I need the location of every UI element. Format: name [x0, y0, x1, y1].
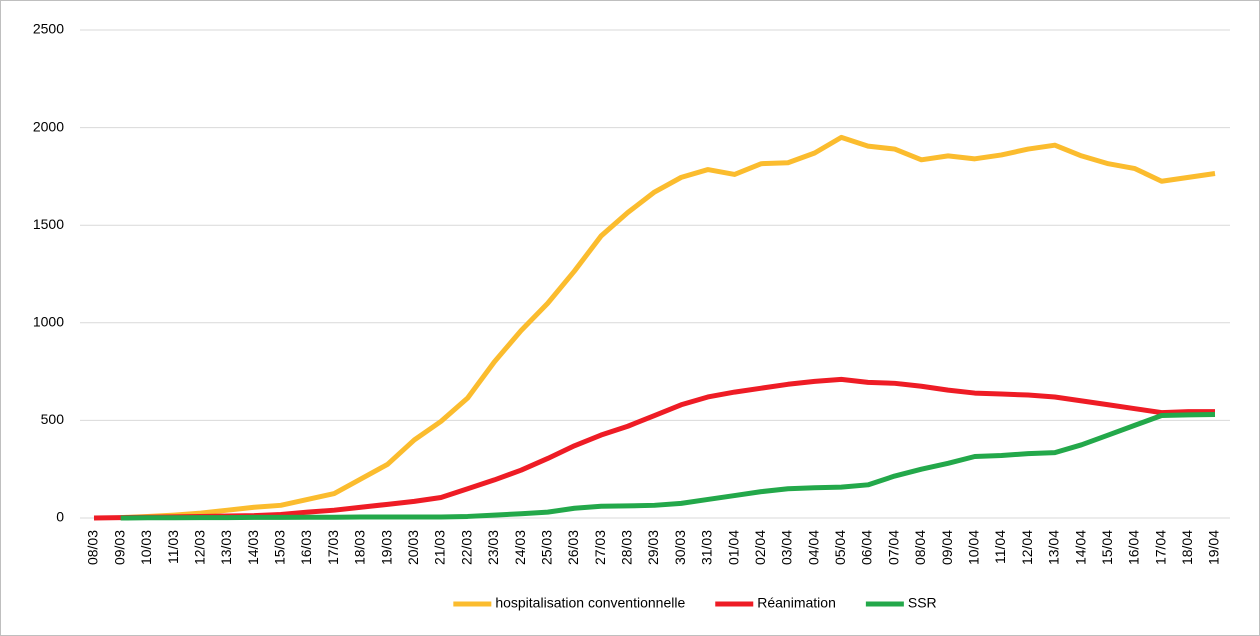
legend-label: SSR [908, 595, 937, 611]
legend-label: hospitalisation conventionnelle [495, 595, 685, 611]
legend-label: Réanimation [757, 595, 836, 611]
x-tick-label: 08/04 [912, 530, 928, 565]
x-tick-label: 19/04 [1206, 530, 1222, 565]
y-tick-label: 2500 [33, 21, 64, 37]
x-tick-label: 18/04 [1179, 530, 1195, 565]
x-tick-label: 09/03 [111, 530, 127, 565]
x-tick-label: 10/03 [138, 530, 154, 565]
x-tick-label: 26/03 [565, 530, 581, 565]
x-tick-label: 17/04 [1152, 530, 1168, 565]
x-tick-label: 16/03 [298, 530, 314, 565]
x-tick-label: 20/03 [405, 530, 421, 565]
x-tick-label: 22/03 [458, 530, 474, 565]
x-tick-label: 23/03 [485, 530, 501, 565]
x-tick-label: 13/03 [218, 530, 234, 565]
x-tick-label: 01/04 [725, 530, 741, 565]
x-tick-label: 15/04 [1099, 530, 1115, 565]
x-tick-label: 30/03 [672, 530, 688, 565]
x-tick-label: 09/04 [939, 530, 955, 565]
x-tick-label: 10/04 [965, 530, 981, 565]
x-tick-label: 14/04 [1072, 530, 1088, 565]
x-tick-label: 27/03 [592, 530, 608, 565]
x-tick-label: 14/03 [245, 530, 261, 565]
series-line [93, 376, 1215, 521]
x-tick-label: 19/03 [378, 530, 394, 565]
series-line [120, 134, 1216, 521]
x-tick-label: 11/04 [992, 530, 1008, 564]
x-tick-label: 06/04 [859, 530, 875, 565]
x-tick-label: 04/04 [805, 530, 821, 565]
x-tick-label: 12/03 [191, 530, 207, 565]
x-tick-label: 15/03 [272, 530, 288, 565]
y-tick-label: 1000 [33, 314, 64, 330]
x-tick-label: 29/03 [645, 530, 661, 565]
x-tick-label: 25/03 [538, 530, 554, 565]
y-tick-label: 500 [41, 411, 65, 427]
x-tick-label: 02/04 [752, 530, 768, 565]
x-tick-label: 13/04 [1046, 530, 1062, 565]
x-tick-label: 18/03 [352, 530, 368, 565]
x-tick-label: 24/03 [512, 530, 528, 565]
x-tick-label: 28/03 [619, 530, 635, 565]
series-line [120, 412, 1216, 521]
x-tick-label: 03/04 [779, 530, 795, 565]
x-tick-label: 16/04 [1126, 530, 1142, 565]
y-tick-label: 2000 [33, 118, 64, 134]
x-tick-label: 05/04 [832, 530, 848, 565]
y-tick-label: 0 [56, 509, 64, 525]
y-tick-label: 1500 [33, 216, 64, 232]
x-tick-label: 31/03 [699, 530, 715, 565]
x-tick-label: 11/03 [165, 530, 181, 564]
x-tick-label: 17/03 [325, 530, 341, 565]
x-tick-label: 12/04 [1019, 530, 1035, 565]
x-tick-label: 21/03 [432, 530, 448, 565]
x-tick-label: 07/04 [885, 530, 901, 565]
x-tick-label: 08/03 [85, 530, 101, 565]
